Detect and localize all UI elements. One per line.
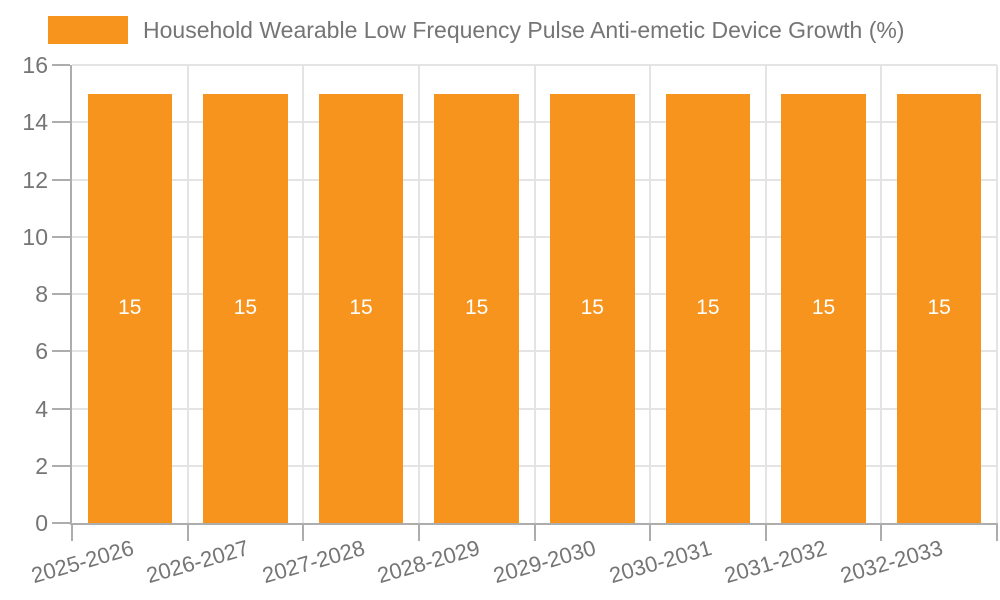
y-axis-tick-label: 12 (22, 166, 48, 193)
y-axis-tick (52, 64, 70, 66)
gridline-vertical (186, 65, 189, 523)
gridline-vertical (302, 65, 305, 523)
y-axis-tick-label: 14 (22, 109, 48, 136)
x-axis-tick-label: 2032-2033 (837, 535, 946, 589)
chart-title: Household Wearable Low Frequency Pulse A… (143, 16, 905, 43)
bar-value-label: 15 (580, 296, 604, 320)
bar-value-label: 15 (811, 296, 836, 320)
y-axis-tick (52, 522, 70, 524)
y-axis-tick (52, 121, 70, 124)
bar-value-label: 15 (696, 296, 720, 320)
bar-value-label: 15 (465, 296, 489, 320)
legend: Household Wearable Low Frequency Pulse A… (48, 14, 904, 46)
y-axis-tick-label: 8 (35, 281, 48, 307)
bar: 15 (896, 93, 982, 523)
gridline-vertical (764, 65, 767, 523)
bar: 15 (203, 93, 288, 523)
bar-value-label: 15 (927, 296, 951, 320)
y-axis-tick-label: 10 (22, 223, 48, 250)
x-axis-tick-label: 2031-2032 (721, 535, 830, 589)
bar-value-label: 15 (233, 296, 258, 320)
x-axis-tick (533, 523, 536, 541)
bar: 15 (550, 93, 635, 523)
gridline-vertical (649, 65, 652, 523)
bar: 15 (87, 93, 173, 523)
y-axis-tick-label: 2 (35, 452, 48, 479)
gridline-vertical (533, 65, 536, 523)
bar-value-label: 15 (349, 296, 373, 320)
y-axis-tick (52, 235, 70, 238)
x-axis-tick-label: 2030-2031 (606, 535, 715, 589)
gridline-vertical (880, 65, 883, 523)
y-axis-tick-label: 4 (35, 395, 48, 422)
y-axis-tick (52, 293, 70, 295)
x-axis-tick (649, 523, 652, 541)
x-axis-tick-label: 2026-2027 (143, 535, 252, 589)
x-axis-tick-label: 2028-2029 (374, 535, 484, 589)
bar: 15 (665, 93, 751, 523)
bar: 15 (781, 93, 866, 523)
x-axis-tick (71, 523, 73, 541)
gridline-vertical (996, 65, 998, 523)
bar: 15 (434, 93, 519, 523)
bar-value-label: 15 (118, 296, 142, 320)
y-axis-tick (52, 407, 70, 410)
bar: 15 (318, 93, 404, 523)
x-axis-tick (764, 523, 767, 541)
x-axis-tick-label: 2027-2028 (259, 535, 368, 589)
y-axis-tick-label: 6 (35, 338, 48, 365)
plot-area: 0 2 4 6 8 10 12 14 16 15 15 15 15 15 15 15 15 2025-2026 20… (22, 54, 998, 588)
x-axis-tick (417, 523, 420, 541)
x-axis-tick-label: 2029-2030 (490, 535, 599, 589)
y-axis-tick (52, 464, 70, 467)
y-axis-tick (52, 178, 70, 181)
x-axis-tick (996, 523, 998, 541)
y-axis-tick-label: 16 (22, 52, 48, 78)
y-axis-tick-label: 0 (35, 510, 48, 536)
x-axis-tick (302, 523, 305, 541)
gridline-vertical (417, 65, 420, 523)
x-axis-tick (880, 523, 883, 541)
x-axis-tick-label: 2025-2026 (28, 535, 137, 589)
legend-swatch (48, 16, 128, 44)
y-axis-tick (52, 350, 70, 353)
x-axis-tick (186, 523, 189, 541)
